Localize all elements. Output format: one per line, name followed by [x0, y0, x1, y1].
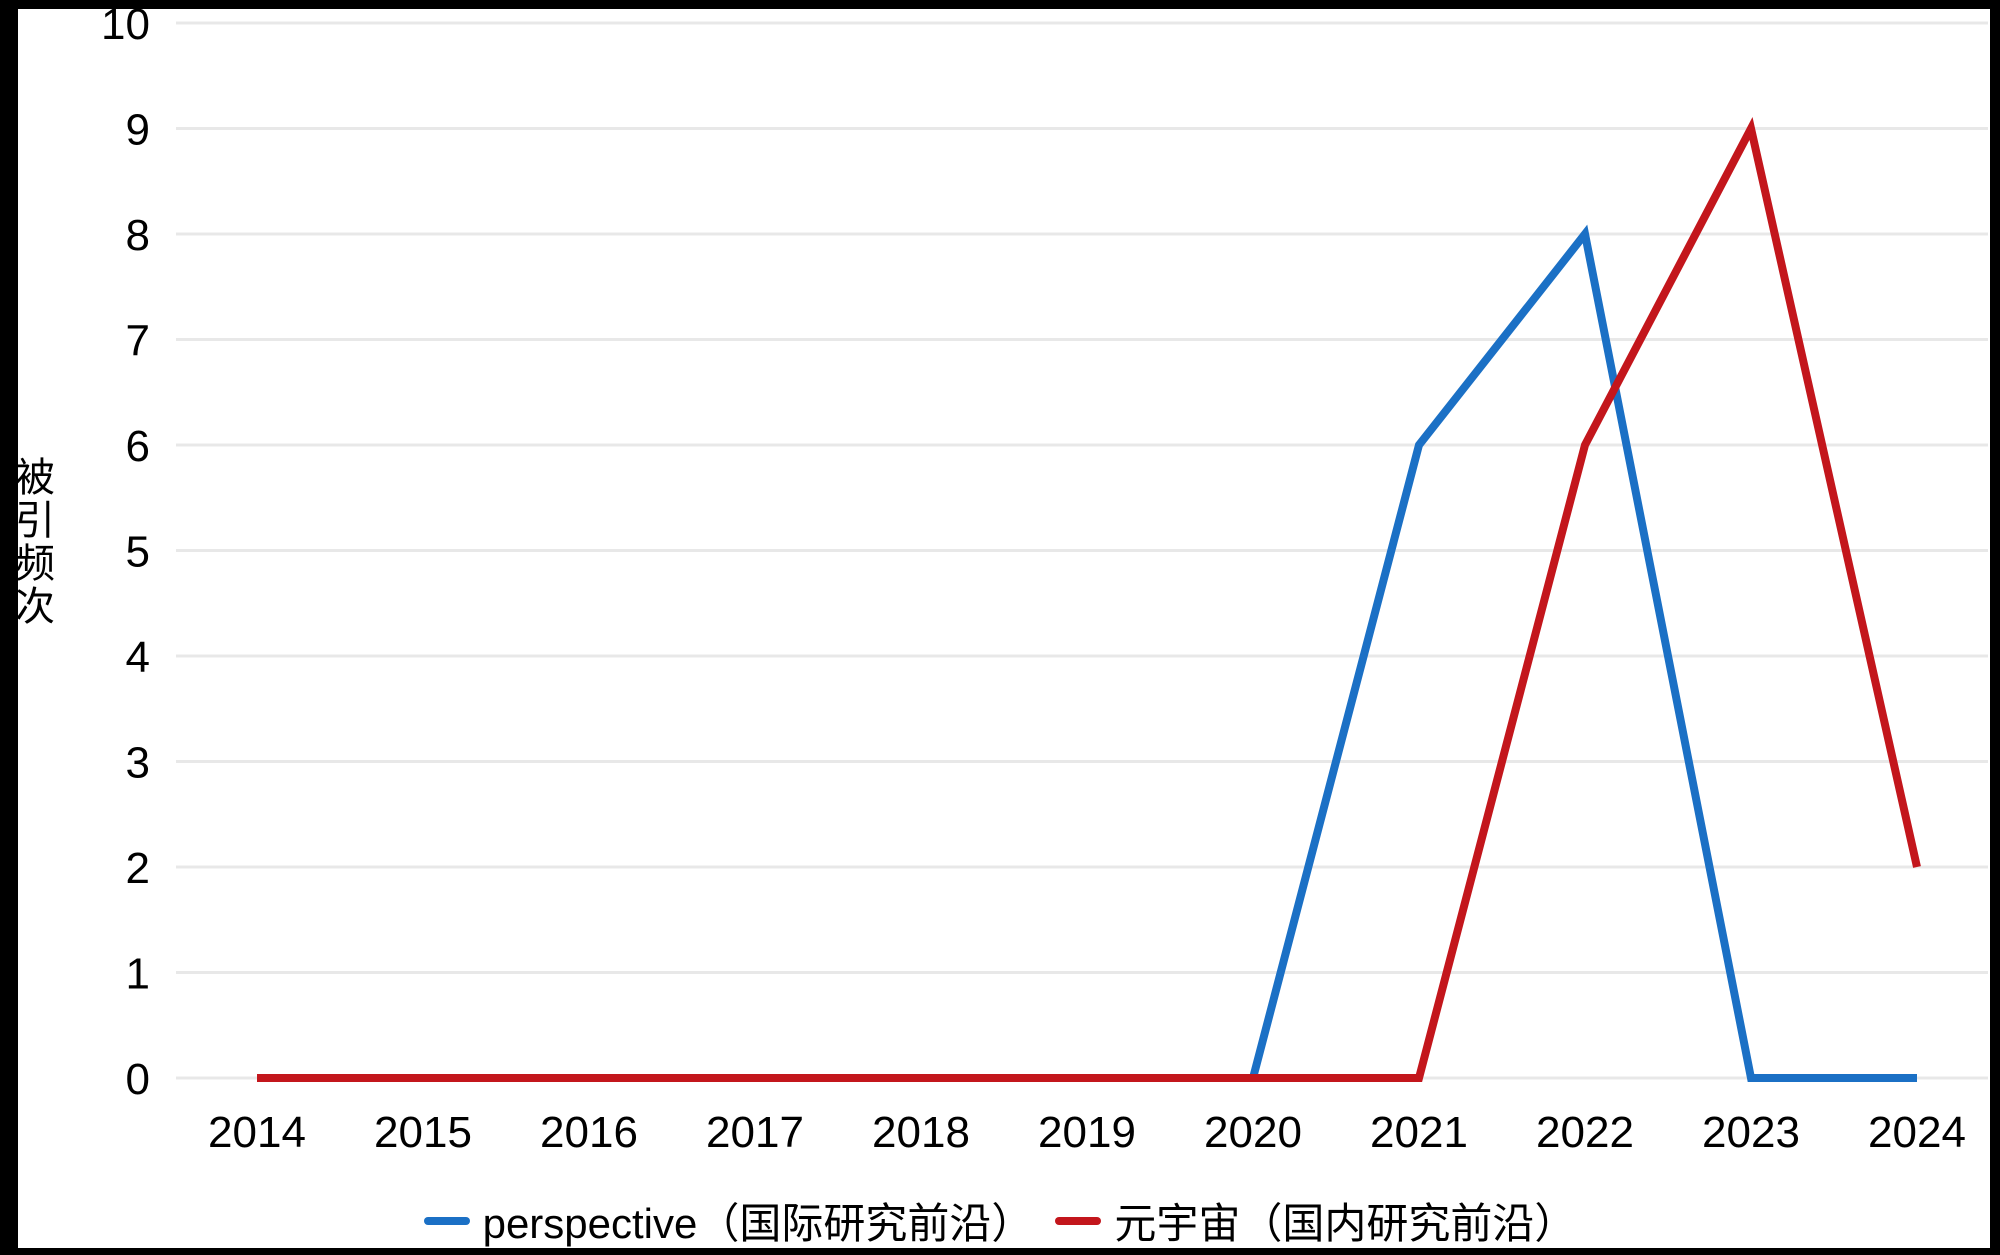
x-tick-label: 2016: [540, 1108, 638, 1157]
y-tick-label: 1: [126, 950, 150, 999]
x-tick-label: 2014: [208, 1108, 306, 1157]
legend-item: perspective（国际研究前沿）: [423, 1190, 1034, 1251]
y-tick-label: 4: [126, 633, 150, 682]
x-tick-label: 2015: [374, 1108, 472, 1157]
y-tick-label: 3: [126, 739, 150, 788]
y-tick-label: 5: [126, 528, 150, 577]
series-line: [257, 116, 1921, 1082]
x-tick-label: 2021: [1370, 1108, 1468, 1157]
legend-item: 元宇宙（国内研究前沿）: [1055, 1190, 1576, 1251]
legend-swatch: [1055, 1216, 1102, 1225]
x-tick-label: 2017: [706, 1108, 804, 1157]
legend-swatch: [423, 1216, 470, 1225]
x-tick-label: 2023: [1702, 1108, 1800, 1157]
y-tick-label: 9: [126, 106, 150, 155]
legend: perspective（国际研究前沿） 元宇宙（国内研究前沿）: [0, 1190, 2000, 1251]
x-tick-label: 2024: [1868, 1108, 1966, 1157]
x-tick-label: 2022: [1536, 1108, 1634, 1157]
legend-label: perspective（国际研究前沿）: [482, 1200, 1034, 1247]
y-tick-label: 10: [101, 0, 150, 49]
y-tick-label: 8: [126, 211, 150, 260]
y-tick-label: 7: [126, 317, 150, 366]
x-tick-label: 2019: [1038, 1108, 1136, 1157]
y-tick-label: 0: [126, 1055, 150, 1104]
y-tick-label: 2: [126, 844, 150, 893]
legend-label: 元宇宙（国内研究前沿）: [1114, 1200, 1577, 1247]
x-tick-label: 2018: [872, 1108, 970, 1157]
y-tick-label: 6: [126, 422, 150, 471]
x-tick-label: 2020: [1204, 1108, 1302, 1157]
